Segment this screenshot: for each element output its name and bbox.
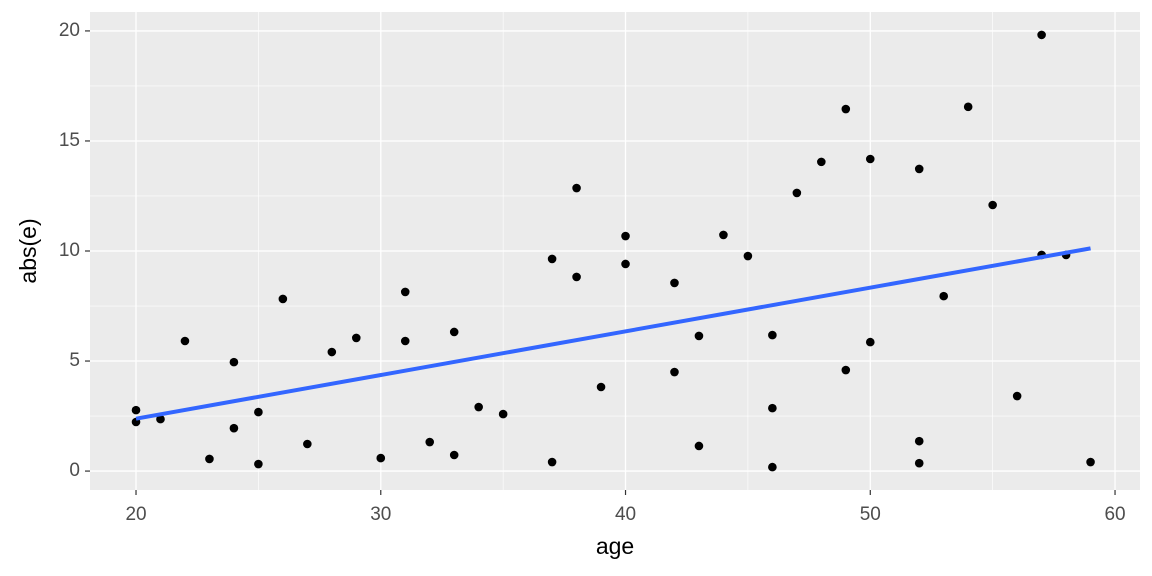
point xyxy=(621,259,630,269)
point xyxy=(914,436,924,446)
point xyxy=(449,450,459,460)
point xyxy=(841,104,851,114)
point xyxy=(670,367,679,377)
point xyxy=(547,254,557,264)
point xyxy=(939,291,949,301)
point xyxy=(865,337,875,347)
point xyxy=(498,409,508,419)
point xyxy=(988,200,997,210)
y-tick-label: 15 xyxy=(59,130,80,151)
point xyxy=(547,457,557,467)
x-tick-label: 30 xyxy=(370,504,391,525)
grid xyxy=(90,12,1140,490)
point xyxy=(719,230,728,240)
point xyxy=(792,188,802,198)
point xyxy=(131,405,141,415)
point xyxy=(400,287,410,297)
point xyxy=(572,183,581,193)
point xyxy=(449,327,459,337)
point xyxy=(327,347,337,357)
point xyxy=(474,402,483,412)
point xyxy=(205,454,214,464)
point xyxy=(670,278,679,288)
point xyxy=(694,331,704,341)
point xyxy=(229,357,239,367)
point xyxy=(768,403,777,413)
x-tick-label: 40 xyxy=(615,504,636,525)
point xyxy=(425,437,435,447)
point xyxy=(768,330,777,340)
point xyxy=(743,251,753,261)
point xyxy=(400,336,410,346)
point xyxy=(156,414,165,424)
point xyxy=(254,407,263,417)
fit-line xyxy=(135,246,1091,421)
point xyxy=(865,154,875,164)
point xyxy=(1037,30,1046,40)
x-axis-title: age xyxy=(596,533,634,559)
point xyxy=(351,333,361,343)
point xyxy=(572,272,581,282)
point xyxy=(180,336,190,346)
y-tick-label: 20 xyxy=(59,20,80,41)
point xyxy=(278,294,288,304)
point xyxy=(596,382,606,392)
point xyxy=(229,423,239,433)
point xyxy=(914,458,924,468)
y-tick-label: 0 xyxy=(69,460,80,481)
point xyxy=(254,459,263,469)
point xyxy=(914,164,924,174)
point xyxy=(621,231,630,241)
y-tick-label: 10 xyxy=(59,240,80,261)
y-axis-title: abs(e) xyxy=(15,218,41,283)
point xyxy=(817,157,826,167)
point xyxy=(1086,457,1095,467)
point xyxy=(376,453,386,463)
point xyxy=(841,365,851,375)
point xyxy=(768,462,777,472)
point xyxy=(694,441,704,451)
point xyxy=(1012,391,1022,401)
point xyxy=(303,439,312,449)
point xyxy=(963,102,973,112)
x-tick-label: 60 xyxy=(1104,504,1125,525)
y-tick-label: 5 xyxy=(69,350,80,371)
x-tick-label: 20 xyxy=(125,504,146,525)
x-tick-label: 50 xyxy=(860,504,881,525)
marks xyxy=(131,30,1095,472)
